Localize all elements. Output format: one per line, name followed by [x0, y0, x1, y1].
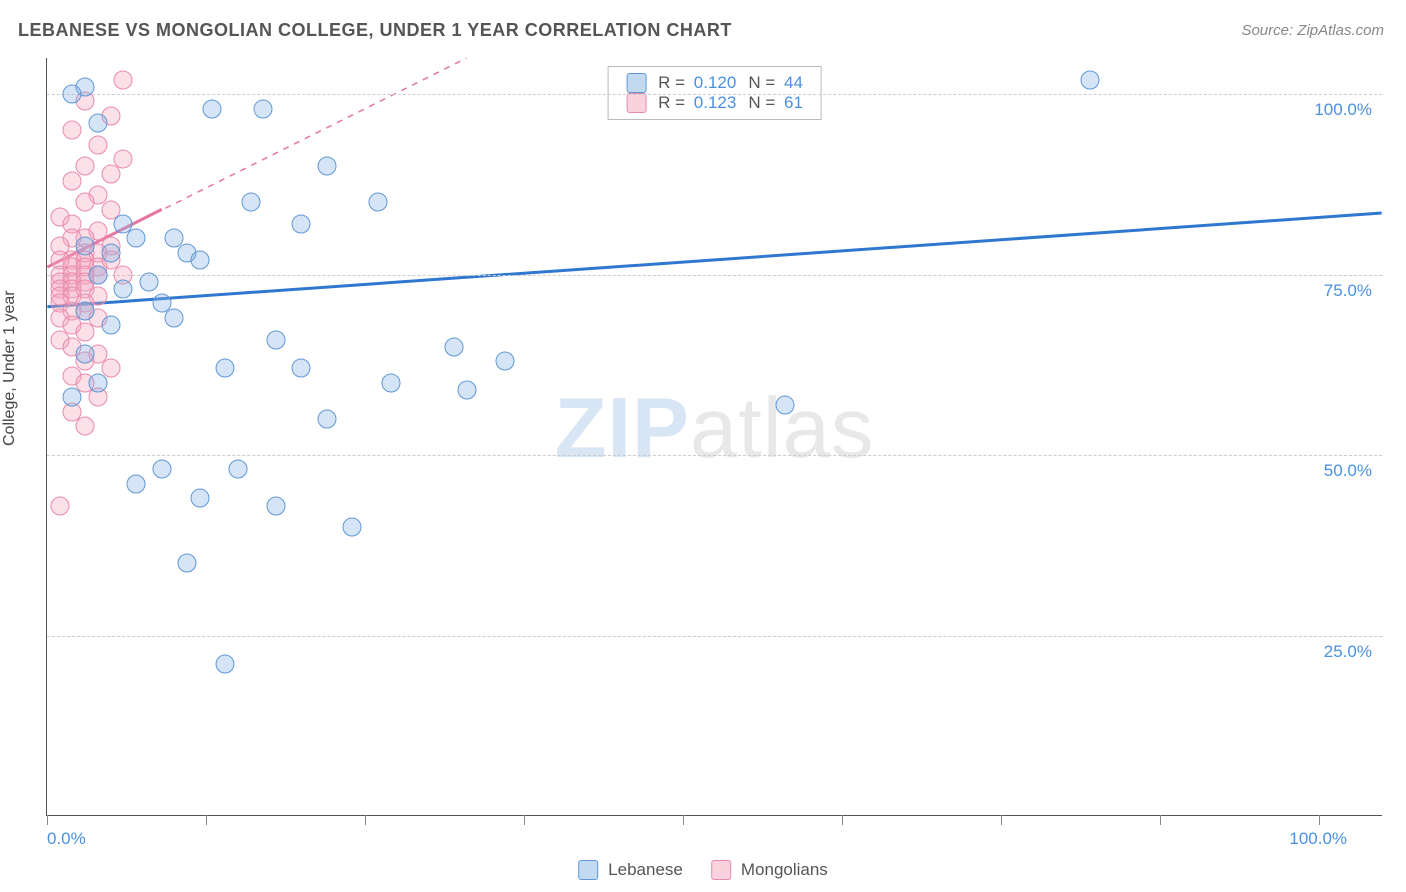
data-point [241, 193, 260, 212]
data-point [343, 518, 362, 537]
data-point [76, 344, 95, 363]
x-tick-mark [842, 815, 843, 825]
gridline [47, 455, 1382, 456]
n-value: 61 [784, 93, 803, 112]
trend-overlay [47, 58, 1382, 815]
data-point [63, 171, 82, 190]
swatch-icon [626, 73, 646, 93]
data-point [457, 381, 476, 400]
data-point [76, 236, 95, 255]
x-tick-mark [1160, 815, 1161, 825]
data-point [139, 272, 158, 291]
watermark-zip: ZIP [555, 381, 690, 476]
data-point [88, 113, 107, 132]
watermark: ZIPatlas [555, 380, 875, 478]
source-attribution: Source: ZipAtlas.com [1241, 22, 1384, 39]
data-point [1081, 70, 1100, 89]
data-point [50, 496, 69, 515]
stats-legend: R = 0.120 N = 44 R = 0.123 N = 61 [607, 66, 822, 120]
r-label: R = [658, 73, 685, 92]
data-point [76, 301, 95, 320]
x-tick-mark [206, 815, 207, 825]
data-point [63, 85, 82, 104]
data-point [127, 474, 146, 493]
data-point [254, 99, 273, 118]
x-tick-mark [47, 815, 48, 825]
data-point [101, 316, 120, 335]
y-tick-label: 25.0% [1324, 642, 1372, 662]
data-point [101, 164, 120, 183]
plot-area: ZIPatlas R = 0.120 N = 44 R = 0.123 N = … [46, 58, 1382, 816]
data-point [775, 395, 794, 414]
swatch-icon [578, 860, 598, 880]
y-tick-label: 75.0% [1324, 281, 1372, 301]
legend-item: Lebanese [578, 860, 683, 880]
data-point [445, 337, 464, 356]
data-point [267, 496, 286, 515]
legend-item: Mongolians [711, 860, 828, 880]
data-point [88, 135, 107, 154]
data-point [63, 121, 82, 140]
data-point [292, 215, 311, 234]
data-point [114, 70, 133, 89]
data-point [228, 460, 247, 479]
data-point [88, 265, 107, 284]
legend-label: Mongolians [741, 860, 828, 880]
data-point [165, 308, 184, 327]
data-point [190, 489, 209, 508]
data-point [203, 99, 222, 118]
r-value: 0.123 [694, 93, 737, 112]
swatch-icon [711, 860, 731, 880]
data-point [63, 388, 82, 407]
chart-title: LEBANESE VS MONGOLIAN COLLEGE, UNDER 1 Y… [18, 20, 732, 41]
data-point [317, 157, 336, 176]
n-label: N = [748, 93, 775, 112]
gridline [47, 94, 1382, 95]
data-point [88, 373, 107, 392]
series-legend: Lebanese Mongolians [578, 860, 828, 880]
data-point [216, 655, 235, 674]
x-tick-label: 100.0% [1289, 829, 1347, 849]
data-point [76, 417, 95, 436]
trend-line [47, 213, 1381, 307]
data-point [368, 193, 387, 212]
n-label: N = [748, 73, 775, 92]
r-label: R = [658, 93, 685, 112]
x-tick-mark [1001, 815, 1002, 825]
data-point [190, 251, 209, 270]
n-value: 44 [784, 73, 803, 92]
data-point [496, 352, 515, 371]
x-tick-mark [1319, 815, 1320, 825]
x-tick-mark [683, 815, 684, 825]
x-tick-label: 0.0% [47, 829, 86, 849]
swatch-icon [626, 93, 646, 113]
data-point [292, 359, 311, 378]
y-tick-label: 50.0% [1324, 461, 1372, 481]
data-point [114, 280, 133, 299]
stats-legend-row: R = 0.120 N = 44 [626, 73, 803, 93]
legend-label: Lebanese [608, 860, 683, 880]
y-tick-label: 100.0% [1314, 100, 1372, 120]
data-point [267, 330, 286, 349]
data-point [127, 229, 146, 248]
y-axis-label: College, Under 1 year [1, 290, 19, 446]
x-tick-mark [365, 815, 366, 825]
data-point [381, 373, 400, 392]
data-point [76, 193, 95, 212]
data-point [317, 409, 336, 428]
stats-legend-row: R = 0.123 N = 61 [626, 93, 803, 113]
r-value: 0.120 [694, 73, 737, 92]
x-tick-mark [524, 815, 525, 825]
gridline [47, 636, 1382, 637]
gridline [47, 275, 1382, 276]
data-point [177, 554, 196, 573]
chart-container: LEBANESE VS MONGOLIAN COLLEGE, UNDER 1 Y… [0, 0, 1406, 892]
data-point [216, 359, 235, 378]
data-point [101, 243, 120, 262]
data-point [152, 460, 171, 479]
